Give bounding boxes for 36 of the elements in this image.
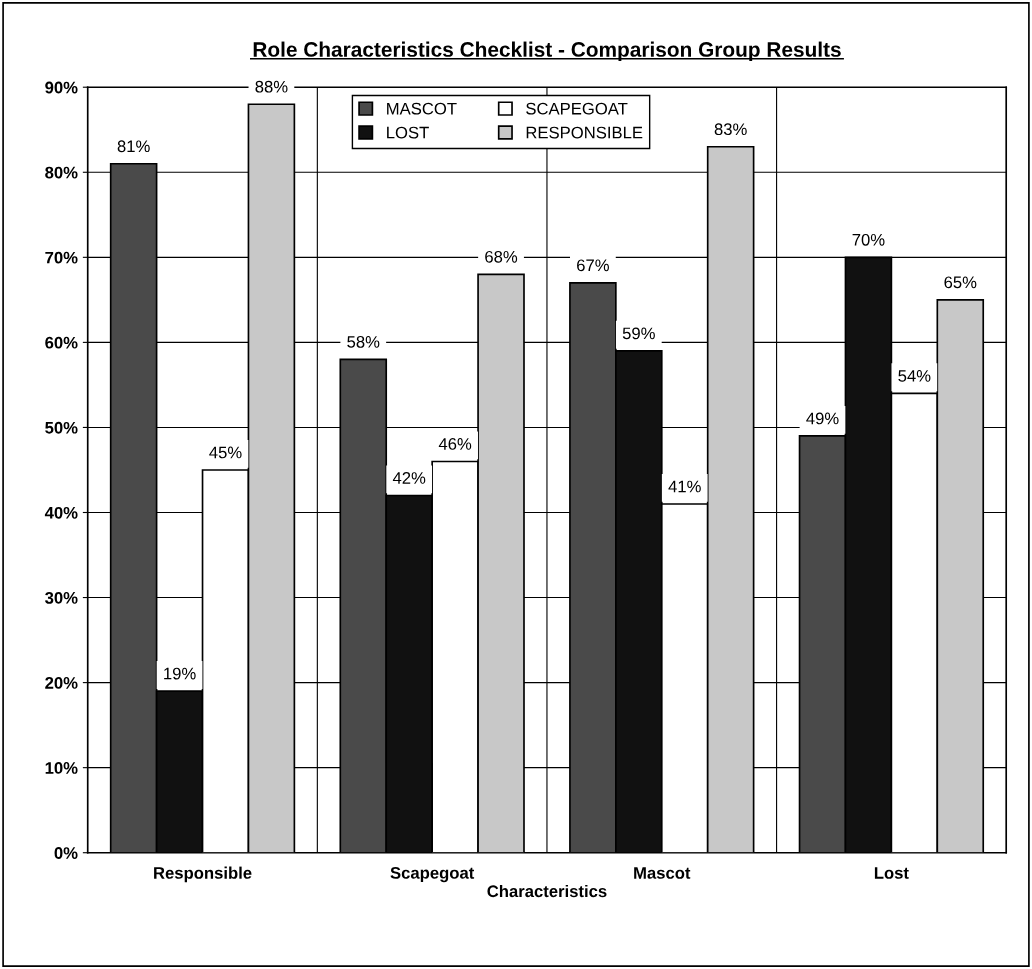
data-label: 59%	[622, 327, 655, 340]
legend-label: RESPONSIBLE	[526, 126, 643, 139]
y-tick-label: 80%	[45, 166, 78, 179]
x-axis-title: Characteristics	[487, 884, 607, 898]
y-tick-label: 10%	[45, 762, 78, 774]
data-label: 81%	[117, 140, 150, 153]
data-label: 88%	[255, 80, 288, 93]
data-label: 65%	[944, 276, 977, 289]
x-tick-label: Lost	[874, 867, 909, 879]
y-tick-label: 70%	[45, 251, 78, 264]
data-label: 19%	[164, 667, 196, 680]
y-tick-label: 0%	[54, 847, 78, 859]
data-label: 54%	[898, 370, 931, 382]
x-tick-label: Responsible	[154, 866, 252, 883]
x-tick-label: Mascot	[634, 867, 691, 879]
data-label: 49%	[806, 412, 839, 425]
data-label: 70%	[852, 233, 885, 246]
data-label: 42%	[392, 472, 426, 484]
y-tick-label: 90%	[45, 81, 78, 94]
y-tick-label: 20%	[45, 677, 78, 689]
data-label: 67%	[577, 259, 609, 272]
data-label: 45%	[209, 446, 242, 459]
y-tick-label: 30%	[45, 591, 78, 604]
legend-label: MASCOT	[387, 102, 457, 115]
data-label: 58%	[347, 335, 380, 348]
y-tick-label: 60%	[45, 336, 78, 349]
legend-label: SCAPEGOAT	[526, 102, 628, 115]
data-label: 68%	[485, 250, 518, 263]
data-label: 46%	[438, 438, 472, 450]
chart-title: Role Characteristics Checklist - Comparison Group Results	[253, 41, 841, 61]
y-tick-label: 50%	[45, 421, 78, 434]
legend-label: LOST	[387, 126, 429, 139]
x-tick-label: Scapegoat	[390, 866, 475, 883]
data-label: 83%	[714, 123, 747, 136]
y-tick-label: 40%	[44, 506, 78, 519]
data-label: 41%	[668, 480, 701, 493]
